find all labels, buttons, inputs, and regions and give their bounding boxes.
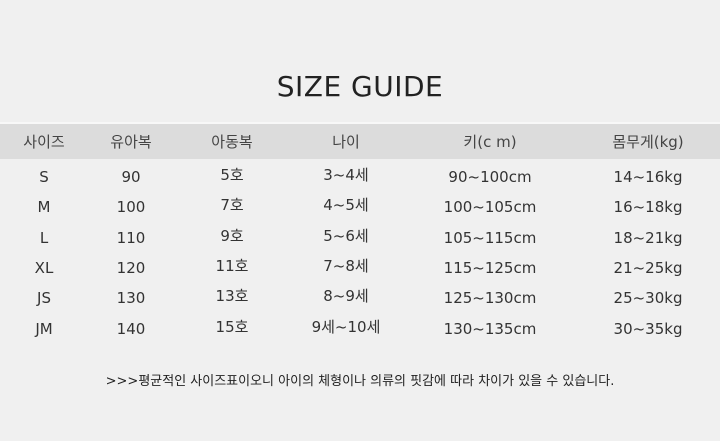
table-cell: 11호 <box>215 257 249 275</box>
table-cell: 120 <box>116 259 146 277</box>
table-cell: 30~35kg <box>613 320 683 338</box>
table-header-band <box>0 122 720 159</box>
table-cell: 100~105cm <box>443 198 537 216</box>
table-cell: 5호 <box>220 166 244 184</box>
table-cell: 7~8세 <box>323 257 369 275</box>
table-cell: JM <box>35 320 53 338</box>
table-cell: 90 <box>121 168 141 186</box>
table-cell: 18~21kg <box>613 229 683 247</box>
table-cell: 5~6세 <box>323 227 369 245</box>
size-note: >>>평균적인 사이즈표이오니 아이의 체형이나 의류의 핏감에 따라 차이가 … <box>105 374 615 389</box>
table-cell: 105~115cm <box>443 229 537 247</box>
column-header: 아동복 <box>211 133 253 151</box>
table-cell: XL <box>34 259 54 277</box>
table-cell: 16~18kg <box>613 198 683 216</box>
table-cell: 125~130cm <box>443 289 537 307</box>
table-cell: 115~125cm <box>443 259 537 277</box>
table-cell: 25~30kg <box>613 289 683 307</box>
column-header: 유아복 <box>110 133 152 151</box>
table-cell: S <box>39 168 49 186</box>
table-cell: 21~25kg <box>613 259 683 277</box>
table-cell: 9세~10세 <box>311 318 381 336</box>
column-header: 나이 <box>332 133 360 151</box>
table-cell: 13호 <box>215 287 249 305</box>
table-cell: 90~100cm <box>448 168 532 186</box>
table-cell: M <box>37 198 51 216</box>
column-header: 사이즈 <box>23 133 65 151</box>
table-cell: 14~16kg <box>613 168 683 186</box>
table-cell: 130~135cm <box>443 320 537 338</box>
table-cell: 4~5세 <box>323 196 369 214</box>
table-cell: 9호 <box>220 227 244 245</box>
page-title: SIZE GUIDE <box>276 70 444 103</box>
table-cell: 7호 <box>220 196 244 214</box>
table-cell: 3~4세 <box>323 166 369 184</box>
table-cell: 100 <box>116 198 146 216</box>
table-cell: 140 <box>116 320 146 338</box>
table-cell: 130 <box>116 289 146 307</box>
column-header: 몸무게(kg) <box>612 133 684 151</box>
table-cell: JS <box>37 289 51 307</box>
table-cell: 110 <box>116 229 146 247</box>
column-header: 키(c m) <box>463 133 517 151</box>
table-cell: L <box>39 229 49 247</box>
table-cell: 8~9세 <box>323 287 369 305</box>
table-cell: 15호 <box>215 318 249 336</box>
